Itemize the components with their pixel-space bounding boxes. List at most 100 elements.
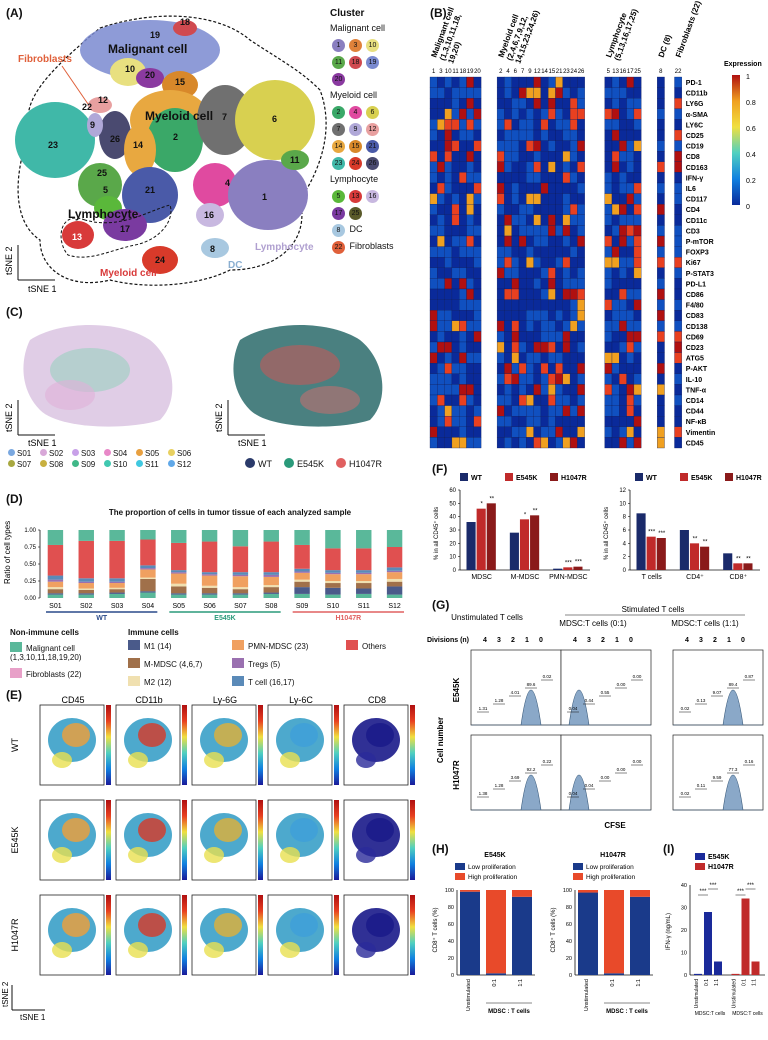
heatmap-cell [674,341,682,353]
heatmap-cell [526,426,534,438]
heatmap-cell [473,257,482,268]
heatmap-cell [674,172,682,184]
f-legend-label: WT [471,475,483,482]
heatmap-cell [604,373,613,385]
g-histogram-peak [471,774,561,811]
bar-sig: ** [746,556,751,562]
heatmap-group-label: DC (8) [657,33,674,59]
i-sig: *** [699,889,707,895]
cluster-dot-7: 7 [332,123,345,136]
heatmap-cell [569,299,578,311]
d-bar-segment [140,568,156,570]
heatmap-cell [569,214,578,226]
heatmap-cell [555,151,563,162]
heatmap-cell [459,214,467,226]
bar-wt [679,530,689,570]
sample-legend-item: S09 [72,460,104,469]
g-percentage: 0.00 [617,682,626,687]
heatmap-cell [437,384,445,396]
d-bar-segment [140,530,156,540]
heatmap-cell [619,214,627,226]
f-legend-swatch [635,473,643,481]
heatmap-cell [518,437,527,449]
heatmap-cell [473,151,482,162]
heatmap-cell [511,214,520,226]
heatmap-cell [619,225,627,237]
map-label-7: 7 [222,112,227,122]
bar-ytick: 60 [449,488,456,494]
heatmap-cell [496,278,505,290]
axis-c2-x: tSNE 1 [238,438,267,448]
g-percentage: 0.00 [633,674,642,679]
heatmap-cell [473,437,482,449]
heatmap-cell [437,87,445,99]
heatmap-cell [429,204,438,215]
cluster-dot-25: 25 [349,207,362,220]
cluster-16 [196,203,224,227]
heatmap-cell [555,87,563,99]
heatmap-cell [555,416,563,427]
heatmap-cell [437,235,445,247]
heatmap-cell [504,394,512,406]
h-ytick: 20 [566,956,572,962]
heatmap-cell [657,437,665,449]
heatmap-cell [657,182,665,194]
cluster-group-title: DC [347,224,363,234]
map-label-6: 6 [272,114,277,124]
heatmap-cell [562,246,571,258]
heatmap-cell [619,204,627,215]
heatmap-cell [429,416,438,427]
heatmap-cell [633,267,642,279]
heatmap-cell [611,140,620,152]
cluster-25 [78,163,122,207]
heatmap-cell [569,278,578,290]
heatmap-cell [548,299,556,311]
heatmap-cell [459,267,467,279]
heatmap-cell [444,98,453,109]
heatmap-cell [533,426,542,438]
g-division-tick: 2 [511,637,515,644]
d-bar-segment [263,593,279,598]
heatmap-cell [555,331,563,343]
heatmap-cell [611,426,620,438]
i-xlabel: MDSC:T cells [695,1011,726,1017]
heatmap-cell [548,331,556,343]
heatmap-cell [626,384,635,396]
heatmap-cell [577,129,585,141]
h-ytick: 100 [563,888,572,894]
heatmap-cell [604,214,613,226]
heatmap-cell [555,267,563,279]
cluster-group-title: Lymphocyte [330,174,379,184]
heatmap-cell [619,352,627,364]
heatmap-cell [555,225,563,237]
colorbar-tick: 0.2 [746,178,756,185]
d-bar-segment [356,548,372,571]
g-percentage: 0.02 [681,706,690,711]
d-bar-segment [386,594,403,598]
map-label-25: 25 [97,168,107,178]
heatmap-cell [429,352,438,364]
cluster-9 [87,113,103,137]
heatmap-cell [555,119,563,131]
d-bar-segment [263,585,279,588]
heatmap-cell [555,288,563,300]
heatmap-cell [657,416,665,427]
heatmap-cell [437,331,445,343]
heatmap-cell [504,98,512,109]
heatmap-cell [674,320,682,332]
heatmap-cell [429,437,438,449]
heatmap-cell [626,416,635,427]
g-percentage: 0.00 [601,775,610,780]
heatmap-cell [526,278,534,290]
map-label-8: 8 [210,244,215,254]
heatmap-cell [657,363,665,374]
heatmap-cell [633,172,642,184]
heatmap-cell [540,426,549,438]
heatmap-cell [633,384,642,396]
heatmap-col-label: 5 [607,69,611,75]
heatmap-cell [674,204,682,215]
heatmap-cell [604,151,613,162]
heatmap-cell [451,341,460,353]
i-bar [731,973,740,975]
d-bar-segment [171,586,187,594]
